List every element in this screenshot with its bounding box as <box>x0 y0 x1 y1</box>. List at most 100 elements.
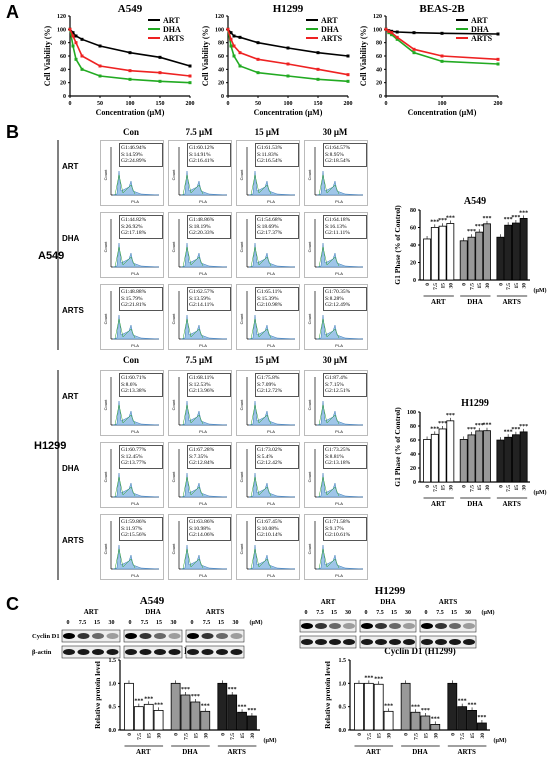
blot-band <box>92 633 104 639</box>
y-tick-label: 40 <box>410 452 416 458</box>
blot-strip <box>299 619 357 633</box>
drug-label: DHA <box>62 464 80 473</box>
data-point <box>98 74 102 78</box>
hist-y-label: Count <box>239 543 244 555</box>
phase-stat: S:12.53% <box>189 381 211 388</box>
chart-title: A549 <box>464 196 486 207</box>
data-point <box>440 31 444 35</box>
hist-fit <box>318 318 340 340</box>
hist-x-label: PI-A <box>199 271 207 276</box>
hist-y-label: Count <box>307 471 312 483</box>
blot-band <box>329 639 341 645</box>
flow-histogram: Count PI-A G1:48.88% S:15.79% G2:21.81% <box>100 284 164 350</box>
significance-mark: *** <box>446 215 455 221</box>
phase-stat: G1:87.4% <box>325 375 348 381</box>
phase-stat: G1:75.8% <box>257 375 280 381</box>
blot-band <box>168 633 181 639</box>
hist-x-label: PI-A <box>199 429 207 434</box>
legend-label: ARTS <box>163 34 185 43</box>
phase-stat: G1:60.12% <box>189 145 215 151</box>
group-label: ARTS <box>502 500 521 508</box>
significance-mark: *** <box>411 704 420 710</box>
hist-fit <box>114 246 136 268</box>
data-point <box>80 54 84 58</box>
y-tick-label: 120 <box>373 14 382 20</box>
y-tick-label: 80 <box>410 424 416 430</box>
y-axis-label: Relative protein level <box>323 661 332 729</box>
significance-mark: *** <box>431 716 440 722</box>
hist-y-label: Count <box>307 169 312 181</box>
significance-mark: *** <box>458 699 467 705</box>
data-point <box>98 44 102 48</box>
significance-mark: *** <box>430 426 439 432</box>
hist-y-label: Count <box>103 313 108 325</box>
line-chart-h1299: H1299 0 20 40 60 80 100 120 0 50 100 150 200 Concentr… <box>201 3 353 117</box>
phase-stats-box: G1:73.25% S:8.81% G2:13.18% <box>323 445 367 469</box>
blot-band <box>201 633 214 639</box>
y-tick-label: 0 <box>413 480 416 486</box>
data-point <box>226 27 230 31</box>
significance-mark: *** <box>438 218 447 224</box>
blot-strip <box>419 635 477 649</box>
blot-strip <box>419 619 477 633</box>
x-tick-label: 7.5 <box>184 733 190 740</box>
hist-y-label: Count <box>239 399 244 411</box>
data-point <box>80 67 84 71</box>
blot-cell-title: A549 <box>140 595 165 607</box>
blot-band <box>375 623 387 629</box>
phase-stat: S:7.15% <box>325 381 344 388</box>
phase-stat: G2:12.84% <box>189 460 215 466</box>
phase-stats-box: G1:60.77% S:12.45% G2:13.77% <box>119 445 163 469</box>
data-point <box>395 35 399 39</box>
phase-stat: G1:73.02% <box>257 447 283 453</box>
significance-mark: *** <box>181 687 190 693</box>
blot-band <box>361 623 373 629</box>
phase-stats-box: G1:63.86% S:10.98% G2:14.06% <box>187 517 231 541</box>
significance-mark: *** <box>519 424 528 430</box>
histogram-plot: Count PI-A <box>103 521 160 578</box>
y-axis-label: G1 Phase (% of Control) <box>393 205 402 285</box>
group-label: ART <box>431 500 446 508</box>
y-tick-label: 0 <box>413 278 416 284</box>
blot-band <box>329 623 341 629</box>
data-point <box>316 67 320 71</box>
histogram-plot: Count PI-A <box>171 521 228 578</box>
phase-stat: G2:17.37% <box>257 230 283 236</box>
x-tick-label: 200 <box>344 101 353 107</box>
phase-stat: G1:60.71% <box>121 375 147 381</box>
hist-fit <box>114 476 136 498</box>
histogram-plot: Count PI-A <box>307 521 364 578</box>
group-label: ARTS <box>227 748 246 756</box>
hist-x-label: PI-A <box>199 343 207 348</box>
hist-fit <box>250 476 272 498</box>
phase-stat: G1:64.18% <box>325 217 351 223</box>
hist-fit <box>114 174 136 196</box>
flow-histogram: Count PI-A G1:60.77% S:12.45% G2:13.77% <box>100 442 164 508</box>
y-tick-label: 60 <box>60 54 66 60</box>
y-tick-label: 1.5 <box>339 658 347 664</box>
hist-x-label: PI-A <box>199 199 207 204</box>
data-point <box>390 31 394 35</box>
phase-stats-box: G1:71.58% S:9.17% G2:10.61% <box>323 517 367 541</box>
phase-stat: S:10.98% <box>189 525 211 532</box>
blot-conc-label: 7.5 <box>376 610 384 616</box>
blot-band <box>301 623 313 629</box>
hist-fit <box>182 318 204 340</box>
phase-stat: G2:12.49% <box>325 302 351 308</box>
y-tick-label: 0.0 <box>339 728 347 734</box>
x-tick-label: 7.5 <box>460 733 466 740</box>
blot-band <box>343 623 355 629</box>
hist-y-label: Count <box>103 543 108 555</box>
blot-conc-label: 15 <box>451 610 457 616</box>
flow-histogram: Count PI-A G1:71.58% S:9.17% G2:10.61% <box>304 514 368 580</box>
data-point <box>496 32 500 36</box>
blot-band <box>168 649 181 655</box>
phase-stat: S:11.97% <box>121 525 143 532</box>
condition-label: 7.5 μM <box>185 127 213 137</box>
blot-cell-title: H1299 <box>375 585 406 597</box>
group-label: DHA <box>467 298 483 306</box>
data-point <box>232 54 236 58</box>
y-tick-label: 60 <box>410 226 416 232</box>
flow-histogram: Count PI-A G1:46.94% S:14.59% G2:24.89% <box>100 140 164 206</box>
